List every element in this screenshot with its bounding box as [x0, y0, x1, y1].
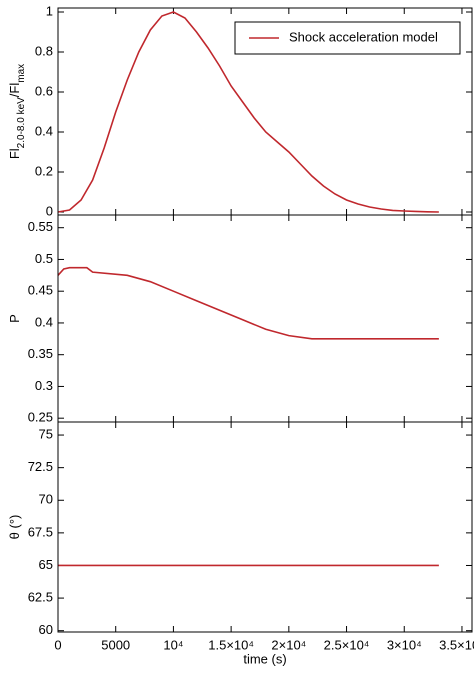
y-axis-label: Fl2.0-8.0 keV/Flmax — [7, 64, 27, 159]
y-tick-label: 0.5 — [35, 251, 53, 266]
x-tick-label: 2×10⁴ — [271, 637, 306, 652]
plot-frame — [57, 421, 473, 633]
y-tick-label: 0.4 — [35, 314, 53, 329]
y-label-part: P — [7, 314, 22, 323]
y-tick-label: 0.35 — [28, 346, 53, 361]
x-tick-label: 2.5×10⁴ — [324, 637, 370, 652]
y-tick-label: 75 — [39, 426, 53, 441]
plot-frame — [57, 214, 473, 423]
y-tick-label: 67.5 — [28, 524, 53, 539]
y-tick-label: 0 — [46, 203, 53, 218]
y-tick-label: 0.4 — [35, 123, 53, 138]
y-tick-label: 60 — [39, 622, 53, 637]
x-tick-label: 3.5×10⁴ — [439, 637, 474, 652]
x-tick-label: 10⁴ — [163, 637, 183, 652]
y-label-part: Fl — [7, 148, 22, 159]
line — [57, 11, 439, 213]
y-tick-label: 0.45 — [28, 283, 53, 298]
x-tick-label: 5000 — [101, 637, 130, 652]
y-tick-label: 0.3 — [35, 378, 53, 393]
y-axis-label: θ (°) — [7, 515, 22, 540]
y-axis-label: P — [7, 314, 22, 323]
line — [57, 266, 439, 340]
x-axis-label: time (s) — [243, 651, 286, 666]
y-tick-label: 1 — [46, 3, 53, 18]
y-tick-label: 0.25 — [28, 410, 53, 425]
y-tick-label: 70 — [39, 492, 53, 507]
y-tick-label: 65 — [39, 557, 53, 572]
y-label-part: max — [16, 64, 27, 83]
x-tick-label: 3×10⁴ — [387, 637, 422, 652]
x-tick-label: 0 — [54, 637, 61, 652]
y-label-part: /Fl — [7, 83, 22, 98]
y-tick-label: 72.5 — [28, 459, 53, 474]
x-tick-label: 1.5×10⁴ — [208, 637, 254, 652]
y-label-part: θ (°) — [7, 515, 22, 540]
y-label-part: 2.0-8.0 keV — [16, 97, 27, 148]
legend-label: Shock acceleration model — [289, 29, 438, 44]
y-tick-label: 0.2 — [35, 163, 53, 178]
y-tick-label: 62.5 — [28, 590, 53, 605]
y-tick-label: 0.6 — [35, 83, 53, 98]
y-tick-label: 0.8 — [35, 43, 53, 58]
y-tick-label: 0.55 — [28, 219, 53, 234]
